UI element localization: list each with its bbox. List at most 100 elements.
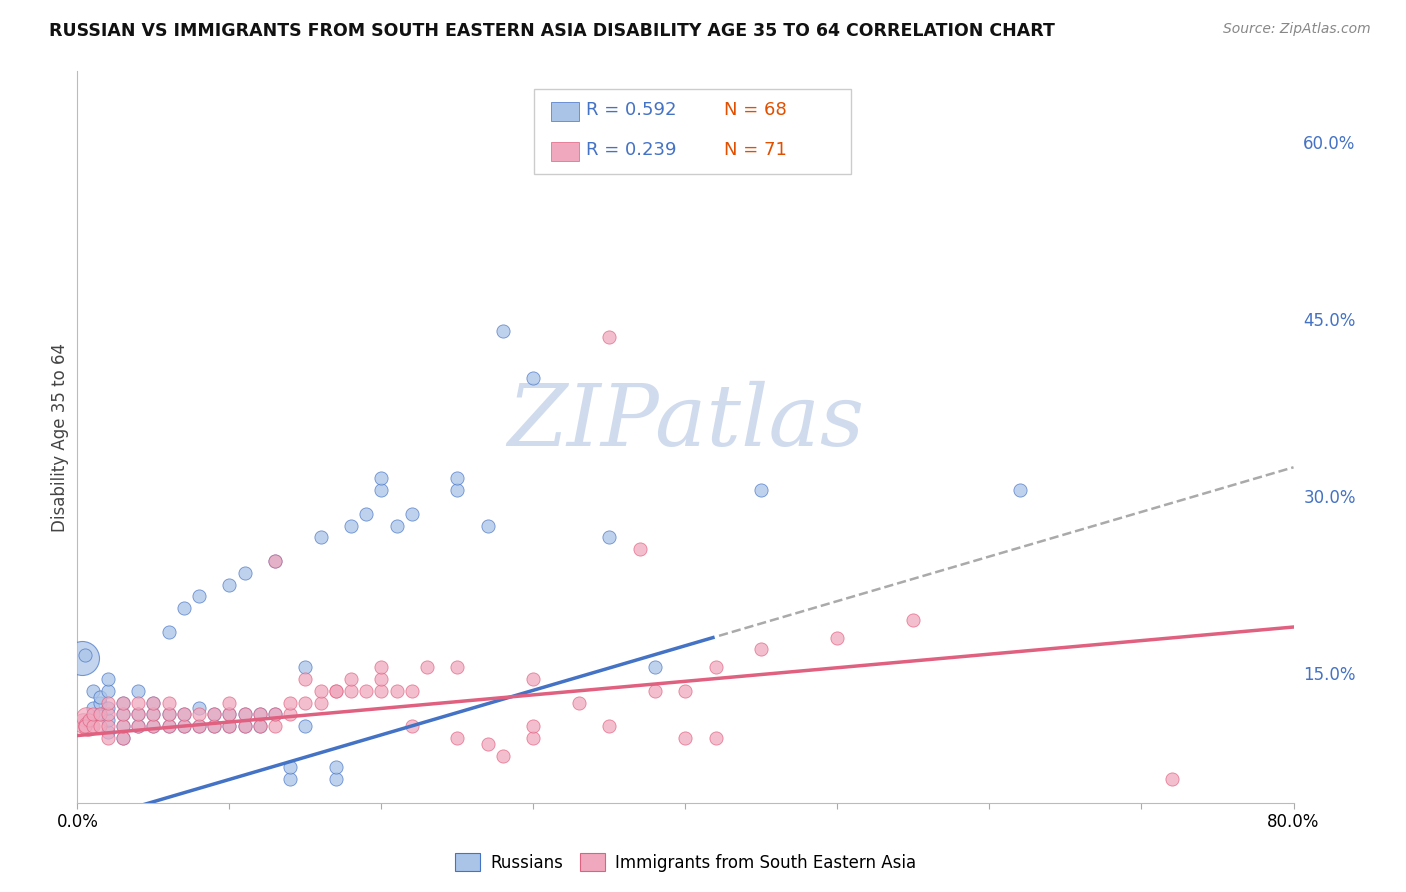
Point: [522, 371, 544, 385]
Point: [218, 707, 240, 722]
Point: [97, 696, 120, 710]
Point: [370, 660, 392, 674]
Point: [89, 707, 111, 722]
Point: [82, 701, 104, 715]
Point: [142, 719, 165, 733]
Point: [157, 696, 180, 710]
Point: [568, 696, 591, 710]
Point: [127, 707, 149, 722]
Legend: Russians, Immigrants from South Eastern Asia: Russians, Immigrants from South Eastern …: [449, 847, 922, 879]
Point: [492, 748, 515, 763]
Point: [111, 707, 134, 722]
Point: [477, 737, 499, 751]
Point: [97, 713, 120, 727]
Point: [1161, 772, 1184, 787]
Point: [385, 518, 408, 533]
Point: [325, 760, 347, 774]
Point: [157, 719, 180, 733]
Point: [294, 719, 316, 733]
Point: [704, 660, 727, 674]
Point: [598, 530, 620, 544]
Text: R = 0.239: R = 0.239: [586, 141, 676, 159]
Point: [340, 518, 363, 533]
Point: [309, 683, 332, 698]
Point: [111, 731, 134, 745]
Point: [73, 719, 96, 733]
Point: [249, 719, 271, 733]
Point: [82, 683, 104, 698]
Point: [522, 672, 544, 686]
Point: [325, 683, 347, 698]
Point: [111, 696, 134, 710]
Point: [264, 707, 287, 722]
Point: [97, 701, 120, 715]
Point: [294, 672, 316, 686]
Point: [401, 507, 423, 521]
Point: [675, 731, 697, 745]
Point: [142, 707, 165, 722]
Point: [89, 719, 111, 733]
Point: [188, 701, 211, 715]
Point: [278, 696, 301, 710]
Text: N = 68: N = 68: [724, 101, 787, 119]
Point: [218, 719, 240, 733]
Point: [264, 554, 287, 568]
Point: [278, 760, 301, 774]
Point: [278, 772, 301, 787]
Point: [522, 719, 544, 733]
Point: [72, 715, 94, 730]
Point: [233, 719, 256, 733]
Point: [294, 660, 316, 674]
Point: [188, 590, 211, 604]
Text: RUSSIAN VS IMMIGRANTS FROM SOUTH EASTERN ASIA DISABILITY AGE 35 TO 64 CORRELATIO: RUSSIAN VS IMMIGRANTS FROM SOUTH EASTERN…: [49, 22, 1054, 40]
Text: Source: ZipAtlas.com: Source: ZipAtlas.com: [1223, 22, 1371, 37]
Point: [73, 648, 96, 663]
Point: [354, 683, 377, 698]
Text: ZIPatlas: ZIPatlas: [506, 381, 865, 464]
Point: [97, 731, 120, 745]
Text: R = 0.592: R = 0.592: [586, 101, 676, 119]
Point: [249, 707, 271, 722]
Point: [751, 483, 773, 498]
Point: [446, 471, 468, 485]
Point: [446, 483, 468, 498]
Point: [218, 707, 240, 722]
Point: [264, 719, 287, 733]
Point: [127, 719, 149, 733]
Point: [157, 719, 180, 733]
Point: [79, 713, 101, 727]
Point: [598, 719, 620, 733]
Point: [325, 772, 347, 787]
Point: [157, 707, 180, 722]
Point: [202, 719, 225, 733]
Point: [492, 324, 515, 338]
Point: [97, 725, 120, 739]
Point: [173, 707, 195, 722]
Point: [173, 707, 195, 722]
Point: [97, 683, 120, 698]
Point: [370, 683, 392, 698]
Point: [173, 719, 195, 733]
Point: [401, 683, 423, 698]
Point: [309, 696, 332, 710]
Point: [370, 672, 392, 686]
Point: [264, 707, 287, 722]
Point: [340, 683, 363, 698]
Point: [827, 631, 849, 645]
Point: [416, 660, 439, 674]
Point: [233, 719, 256, 733]
Point: [97, 707, 120, 722]
Point: [233, 707, 256, 722]
Text: N = 71: N = 71: [724, 141, 787, 159]
Point: [598, 330, 620, 344]
Point: [157, 624, 180, 639]
Point: [1008, 483, 1031, 498]
Point: [142, 719, 165, 733]
Point: [188, 707, 211, 722]
Point: [127, 719, 149, 733]
Point: [82, 719, 104, 733]
Point: [97, 672, 120, 686]
Point: [111, 707, 134, 722]
Point: [218, 719, 240, 733]
Point: [111, 731, 134, 745]
